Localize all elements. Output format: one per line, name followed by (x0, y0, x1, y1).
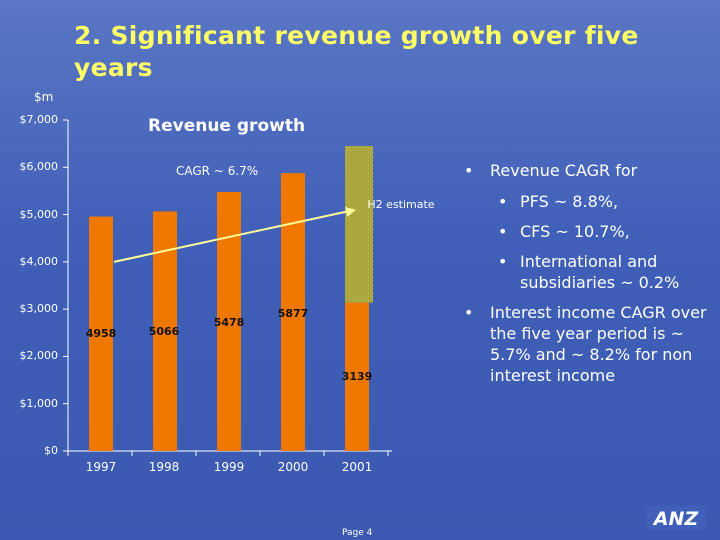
bar-value-label: 5478 (213, 316, 245, 329)
cagr-annotation: CAGR ~ 6.7% (176, 164, 259, 178)
sub-bullet-cfs: CFS ~ 10.7%, (458, 221, 708, 242)
bar-value-label: 4958 (85, 327, 117, 340)
y-tick-label: $4,000 (19, 255, 59, 268)
cagr-trend-line (113, 209, 351, 263)
chart-bars (89, 146, 373, 451)
x-tick-label: 1999 (213, 460, 245, 474)
y-tick-label: $1,000 (19, 397, 59, 410)
x-tick-label: 2000 (277, 460, 309, 474)
anz-logo-text: ANZ (652, 508, 700, 530)
y-tick-label: $6,000 (19, 160, 59, 173)
sub-bullet-pfs: PFS ~ 8.8%, (458, 191, 708, 212)
h2-estimate-annotation: H2 estimate (367, 198, 435, 211)
x-tick-label: 1997 (85, 460, 117, 474)
bar-1997 (89, 216, 113, 451)
x-tick-label: 1998 (148, 460, 180, 474)
y-tick-label: $2,000 (19, 349, 59, 362)
chart-title: Revenue growth (148, 116, 306, 136)
x-tick-label: 2001 (341, 460, 373, 474)
bullet-revenue-cagr: Revenue CAGR for (458, 160, 708, 181)
y-tick-label: $7,000 (19, 113, 59, 126)
bar-value-label: 5877 (277, 307, 309, 320)
bar-value-label: 3139 (341, 370, 373, 383)
commentary-bullets: Revenue CAGR for PFS ~ 8.8%, CFS ~ 10.7%… (458, 160, 708, 396)
anz-logo: ANZ (646, 506, 706, 530)
y-tick-label: $3,000 (19, 302, 59, 315)
bar-2000 (281, 173, 305, 451)
y-tick-label: $5,000 (19, 208, 59, 221)
slide-title: 2. Significant revenue growth over five … (74, 21, 639, 82)
page-number: Page 4 (342, 528, 373, 538)
sub-bullet-international: International and subsidiaries ~ 0.2% (458, 251, 708, 293)
bar-value-label: 5066 (148, 325, 180, 338)
trend-arrowhead (345, 207, 356, 217)
bar-estimate-segment (345, 146, 373, 303)
y-axis-unit-label: $m (34, 90, 54, 104)
bullet-interest-income: Interest income CAGR over the five year … (458, 302, 708, 386)
y-tick-label: $0 (44, 444, 58, 457)
bar-2001 (345, 302, 369, 451)
